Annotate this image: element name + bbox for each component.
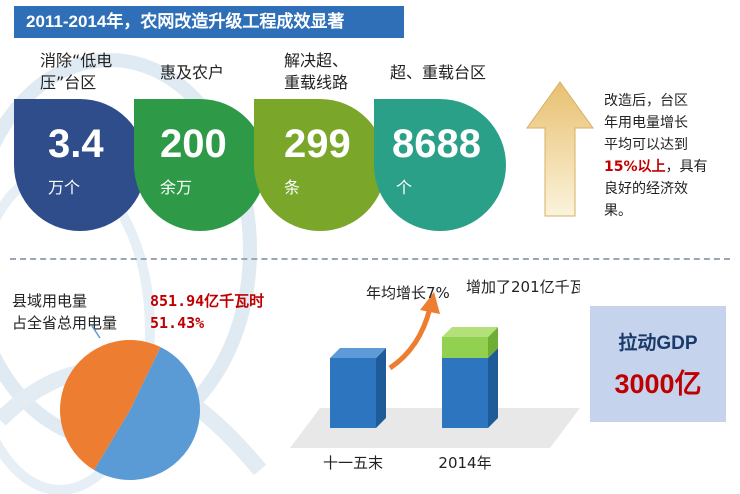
stat-value-overload-lines: 299 bbox=[284, 122, 351, 166]
bar-1-side-1 bbox=[376, 348, 386, 428]
stat-value-households: 200 bbox=[160, 122, 227, 166]
stat-label-line: 消除“低电 bbox=[40, 51, 113, 70]
bar-2-side-2 bbox=[488, 327, 498, 358]
bar-category-label: 2014年 bbox=[438, 454, 491, 472]
stat-label-line: 惠及农户 bbox=[160, 63, 225, 82]
stat-drop-4 bbox=[374, 99, 506, 231]
side-note-line: 良好的经济效 bbox=[604, 181, 688, 197]
stat-label-line: 超、重载台区 bbox=[390, 63, 487, 82]
stat-label-overload-areas: 超、重载台区 bbox=[390, 62, 486, 84]
bar-category-label: 十一五末 bbox=[323, 454, 383, 472]
side-note-line: 年用电量增长 bbox=[604, 115, 688, 131]
pie-value-share: 51.43% bbox=[150, 314, 205, 332]
pie-label-share: 占全省总用电量 bbox=[12, 314, 118, 332]
stat-drop-1 bbox=[14, 99, 146, 231]
side-note-line: 15%以上，具有 bbox=[604, 156, 726, 178]
stat-value-overload-areas: 8688 bbox=[392, 122, 481, 166]
page-title: 2011-2014年，农网改造升级工程成效显著 bbox=[14, 6, 404, 38]
bar-2-segment-1 bbox=[442, 358, 488, 428]
stat-unit-overload-lines: 条 bbox=[284, 178, 301, 197]
stat-unit-households: 余万 bbox=[160, 178, 193, 197]
pie-leader-line bbox=[91, 325, 101, 339]
stat-label-line: 解决超、 bbox=[284, 51, 349, 70]
pie-value-county-power: 851.94亿千瓦时 bbox=[150, 292, 265, 310]
gdp-label: 拉动GDP bbox=[618, 333, 698, 354]
side-note-line: 平均可以达到 bbox=[604, 137, 688, 153]
bar-2-top-2 bbox=[442, 327, 498, 337]
growth-curve-arrow-icon bbox=[388, 307, 433, 371]
pie-slice-2 bbox=[59, 340, 161, 471]
pie-slice-1 bbox=[94, 346, 200, 480]
pie-label-county-power: 县域用电量 bbox=[12, 292, 88, 310]
bar-chart: 十一五末 2014年 年均增长7% 增加了201亿千瓦时 bbox=[290, 278, 580, 472]
annotation-increase: 增加了201亿千瓦时 bbox=[466, 278, 580, 296]
stat-label-households: 惠及农户 bbox=[160, 62, 224, 84]
stat-label-overload-lines: 解决超、 重载线路 bbox=[284, 50, 348, 94]
stat-unit-overload-areas: 个 bbox=[396, 178, 413, 197]
bar-1-top-1 bbox=[330, 348, 386, 358]
growth-arrow-icon bbox=[526, 81, 594, 217]
side-note: 改造后，台区 年用电量增长 平均可以达到 15%以上，具有 良好的经济效 果。 bbox=[604, 90, 726, 222]
stat-unit-low-voltage: 万个 bbox=[48, 178, 81, 197]
stat-drop-2 bbox=[134, 99, 266, 231]
bar-2-segment-2 bbox=[442, 337, 488, 358]
gdp-value: 3000亿 bbox=[614, 369, 702, 399]
annotation-growth-rate: 年均增长7% bbox=[366, 284, 450, 302]
side-note-tail: ，具有 bbox=[665, 159, 708, 175]
side-note-line: 改造后，台区 bbox=[604, 93, 688, 109]
stat-label-low-voltage: 消除“低电 压”台区 bbox=[40, 50, 112, 94]
pie-chart bbox=[59, 325, 200, 480]
bar-2-side-1 bbox=[488, 348, 498, 428]
section-divider bbox=[10, 258, 730, 260]
stat-label-line: 压”台区 bbox=[40, 73, 97, 92]
side-note-line: 果。 bbox=[604, 203, 632, 219]
gdp-box: 拉动GDP 3000亿 bbox=[590, 306, 726, 422]
stat-value-low-voltage: 3.4 bbox=[48, 122, 104, 166]
side-note-highlight: 15%以上 bbox=[604, 159, 666, 175]
stat-drop-3 bbox=[254, 99, 386, 231]
bar-1-segment-1 bbox=[330, 358, 376, 428]
growth-arrowhead-icon bbox=[420, 292, 440, 314]
stat-label-line: 重载线路 bbox=[284, 73, 349, 92]
